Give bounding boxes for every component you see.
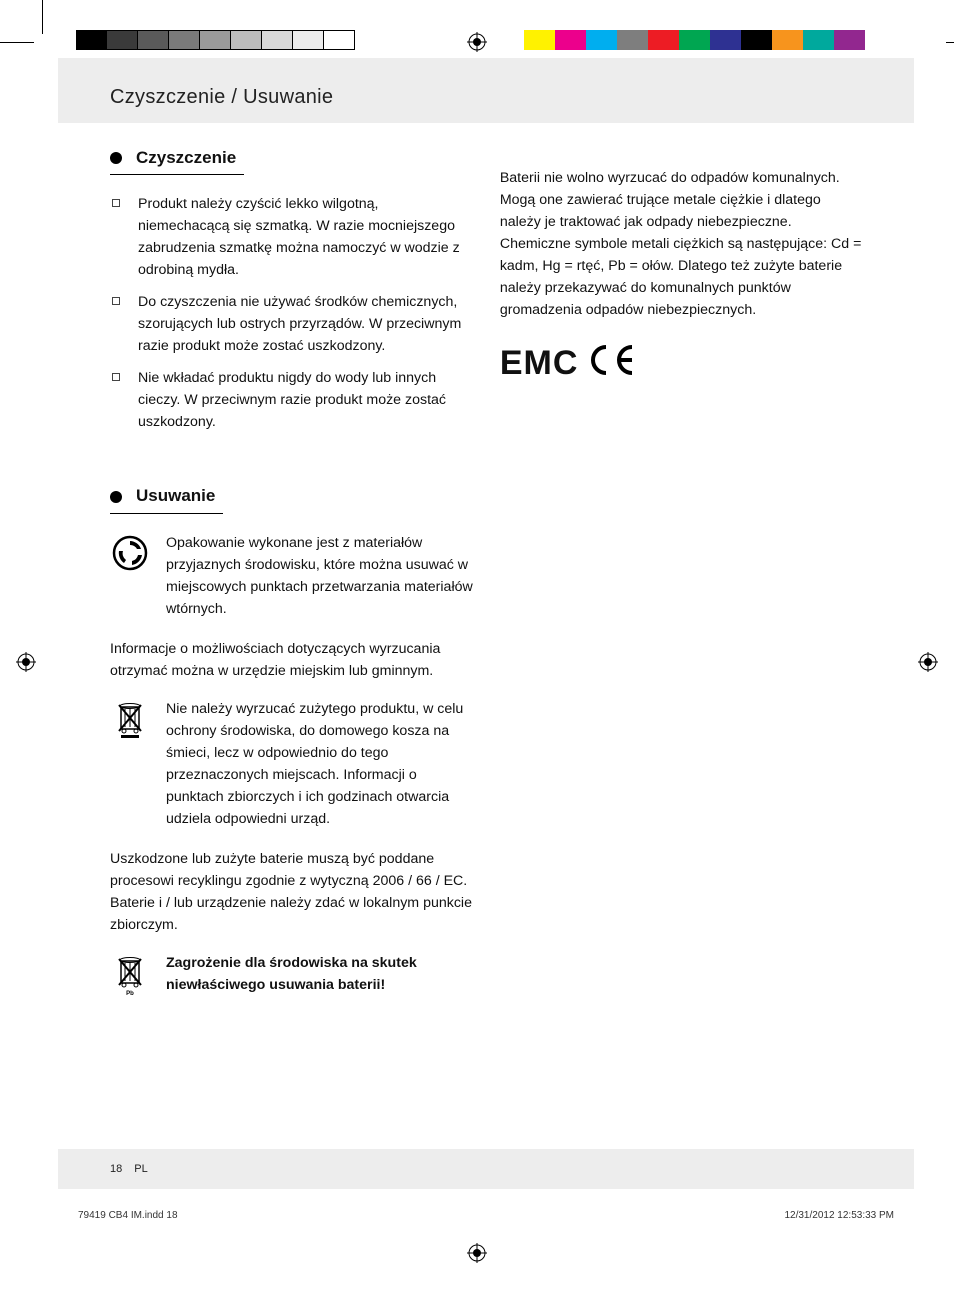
square-bullet-icon (112, 297, 120, 305)
registration-mark-icon (467, 1243, 487, 1263)
page-body: Czyszczenie / Usuwanie Czyszczenie Produ… (58, 58, 914, 1235)
registration-mark-icon (918, 652, 938, 672)
crossed-bin-pb-icon: Pb (110, 952, 150, 1004)
language-code: PL (134, 1163, 147, 1175)
square-bullet-icon (112, 373, 120, 381)
battery-recycling-para: Uszkodzone lub zużyte baterie muszą być … (110, 848, 474, 936)
section-heading-czyszczenie: Czyszczenie (110, 145, 244, 175)
registration-mark-icon (16, 652, 36, 672)
grayscale-calibration-bar (76, 30, 355, 50)
section-title: Usuwanie (136, 483, 215, 509)
bullet-disc-icon (110, 152, 122, 164)
color-calibration-bar (524, 30, 896, 50)
breadcrumb: Czyszczenie / Usuwanie (110, 86, 333, 108)
list-text: Nie wkładać produktu nigdy do wody lub i… (138, 367, 474, 433)
svg-text:Pb: Pb (126, 991, 134, 997)
section-heading-usuwanie: Usuwanie (110, 483, 223, 513)
list-text: Do czyszczenia nie używać środków chemic… (138, 291, 474, 357)
emc-ce-row: EMC (500, 337, 864, 390)
content-columns: Czyszczenie Produkt należy czyścić lekko… (58, 123, 914, 1022)
list-item: Nie wkładać produktu nigdy do wody lub i… (110, 367, 474, 433)
recycle-icon (110, 532, 150, 578)
slug-file: 79419 CB4 IM.indd 18 (78, 1210, 178, 1221)
battery-warning-block: Pb Zagrożenie dla środowiska na skutek n… (110, 952, 474, 1004)
bullet-disc-icon (110, 491, 122, 503)
battery-disposal-para: Baterii nie wolno wyrzucać do odpadów ko… (500, 167, 864, 321)
square-bullet-icon (112, 199, 120, 207)
registration-mark-icon (467, 32, 487, 52)
list-item: Produkt należy czyścić lekko wilgotną, n… (110, 193, 474, 281)
right-column: Baterii nie wolno wyrzucać do odpadów ko… (500, 145, 864, 1022)
page-footer-band: 18 PL (58, 1149, 914, 1189)
disposal-info-para: Informacje o możliwościach dotyczących w… (110, 638, 474, 682)
left-column: Czyszczenie Produkt należy czyścić lekko… (110, 145, 474, 1022)
emc-label: EMC (500, 337, 579, 390)
cleaning-list: Produkt należy czyścić lekko wilgotną, n… (110, 193, 474, 433)
weee-text: Nie należy wyrzucać zużytego produktu, w… (166, 698, 474, 830)
crossed-bin-icon (110, 698, 150, 746)
page-number: 18 (110, 1163, 122, 1175)
recycle-text: Opakowanie wykonane jest z materiałów pr… (166, 532, 474, 620)
slug-line: 79419 CB4 IM.indd 18 12/31/2012 12:53:33… (78, 1210, 894, 1221)
battery-warning-text: Zagrożenie dla środowiska na skutek niew… (166, 952, 474, 996)
recycle-block: Opakowanie wykonane jest z materiałów pr… (110, 532, 474, 620)
list-text: Produkt należy czyścić lekko wilgotną, n… (138, 193, 474, 281)
weee-block: Nie należy wyrzucać zużytego produktu, w… (110, 698, 474, 830)
page-header-band: Czyszczenie / Usuwanie (58, 58, 914, 123)
ce-mark-icon (590, 343, 644, 384)
list-item: Do czyszczenia nie używać środków chemic… (110, 291, 474, 357)
slug-timestamp: 12/31/2012 12:53:33 PM (784, 1210, 894, 1221)
section-title: Czyszczenie (136, 145, 236, 171)
